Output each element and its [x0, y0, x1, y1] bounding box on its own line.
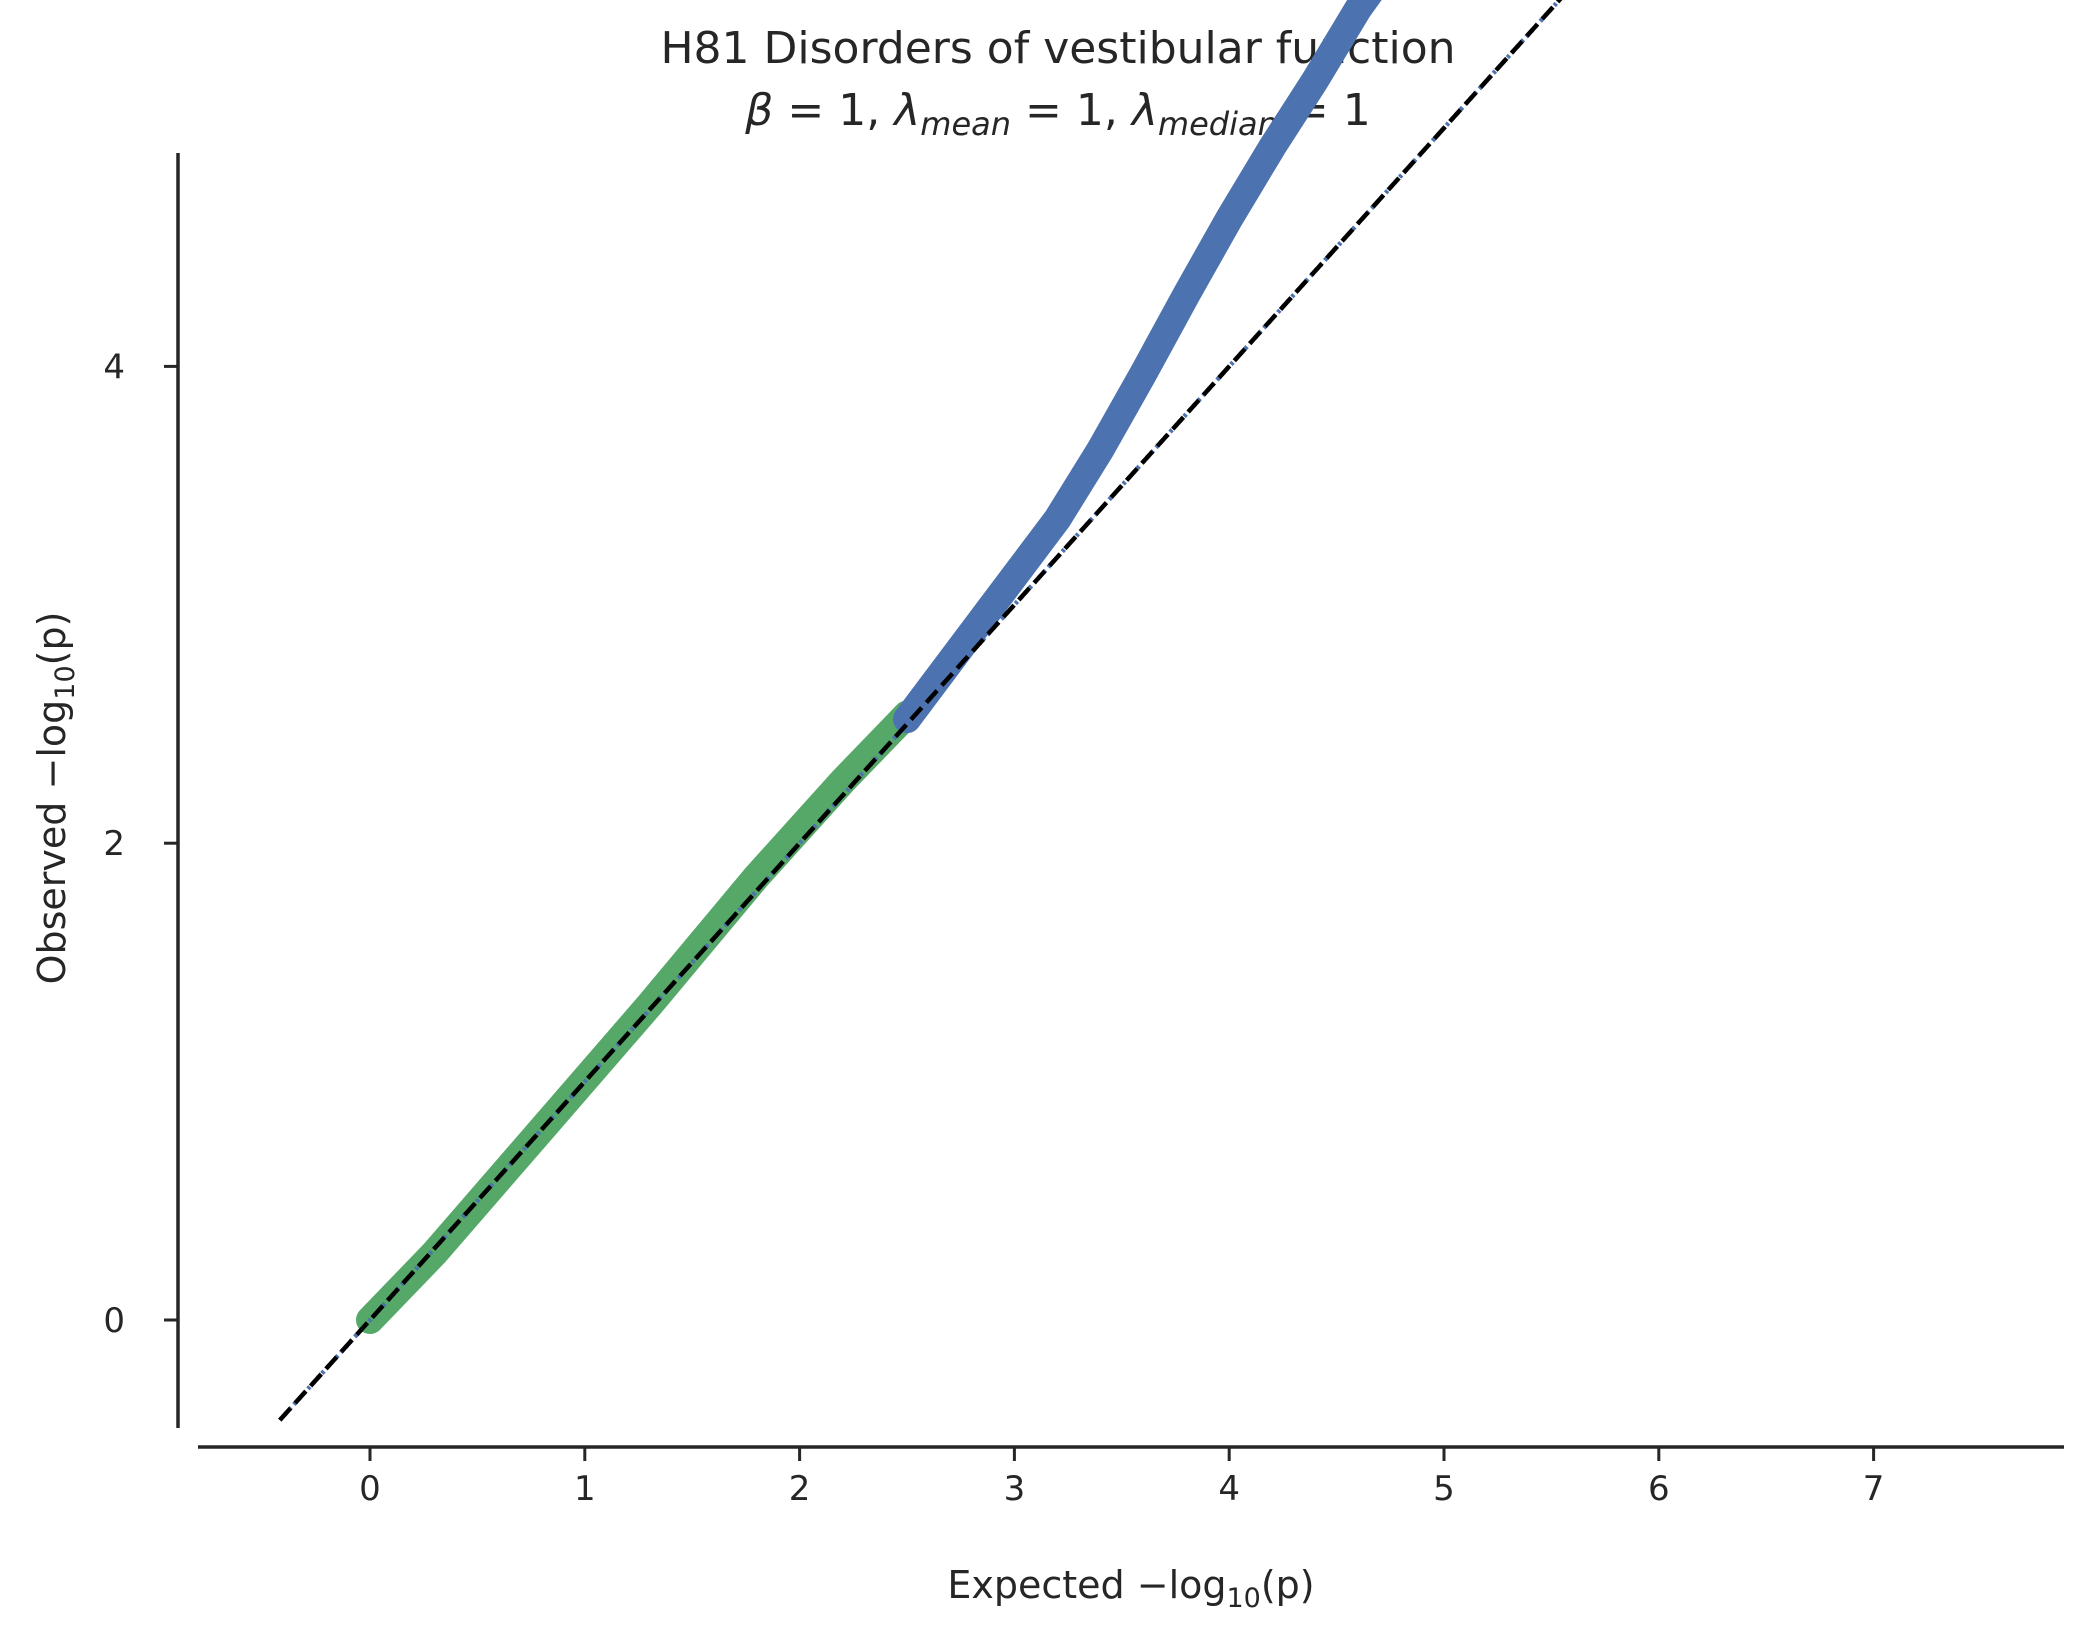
y-tick-label: 0	[103, 1301, 125, 1341]
x-tick-label: 6	[1648, 1469, 1670, 1509]
series-0-dense-band	[356, 700, 921, 1334]
data-series	[356, 0, 1382, 1334]
x-tick-label: 1	[574, 1469, 596, 1509]
x-tick-label: 2	[789, 1469, 811, 1509]
y-axis-ticks: 02468	[103, 347, 178, 1341]
x-axis-ticks: 0 1 2 3 4 5 6 7	[359, 1447, 1884, 1509]
y-axis-label: Observed −log10(p)	[30, 612, 81, 985]
x-tick-label: 3	[1004, 1469, 1026, 1509]
x-axis-label: Expected −log10(p)	[947, 1563, 1314, 1614]
chart-subtitle: β = 1, λmean = 1, λmedian = 1	[744, 85, 1370, 143]
x-tick-label: 4	[1218, 1469, 1240, 1509]
x-tick-label: 0	[359, 1469, 381, 1509]
x-tick-label: 5	[1433, 1469, 1455, 1509]
y-tick-label: 2	[103, 824, 125, 864]
series-1-dense-band	[893, 0, 1382, 734]
reference-line	[278, 0, 1563, 1422]
x-tick-label: 7	[1863, 1469, 1885, 1509]
y-tick-label: 4	[103, 347, 125, 387]
reference-line-dashed	[278, 0, 1563, 1422]
reference-line-dotted	[278, 0, 1563, 1422]
